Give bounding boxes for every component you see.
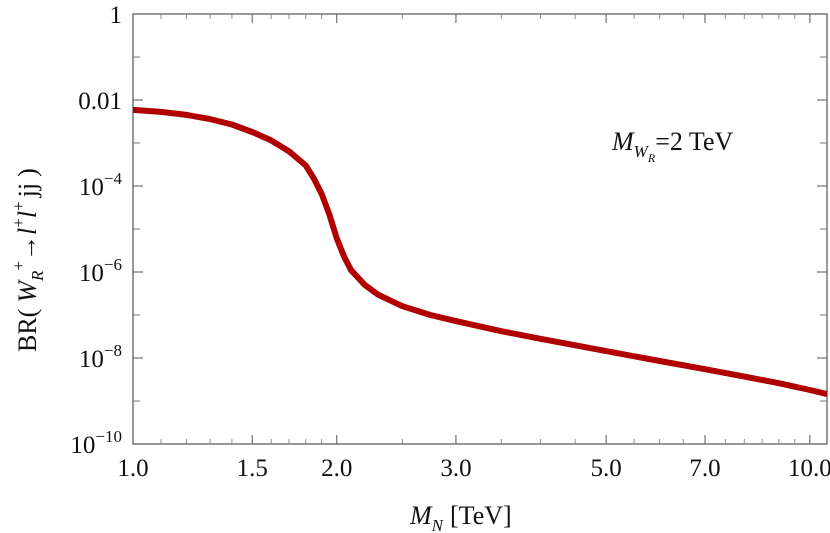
y-axis-l2-sup: + <box>9 201 28 211</box>
y-tick-label: 10−4 <box>79 169 123 201</box>
x-axis-sub: N <box>431 516 445 533</box>
x-tick-label: 3.0 <box>440 455 471 482</box>
y-axis-title: BR(WR+→l+l+jj) <box>9 168 47 352</box>
x-tick-label: 2.0 <box>321 455 352 482</box>
x-axis-title: MN [TeV] <box>409 501 512 533</box>
x-tick-label: 1.0 <box>117 455 148 482</box>
annotation-sub: W <box>634 142 650 161</box>
x-tick-label: 10.0 <box>788 455 830 482</box>
annotation-text: =2 TeV <box>655 127 733 156</box>
x-tick-label: 5.0 <box>590 455 621 482</box>
y-axis-l2: l <box>13 211 42 218</box>
y-axis-arrow: → <box>13 235 42 261</box>
y-axis-prefix: BR( <box>13 309 42 352</box>
x-tick-label: 1.5 <box>237 455 268 482</box>
x-axis-ticks: 1.0 1.5 2.0 3.0 5.0 7.0 10.0 <box>117 14 830 482</box>
y-axis-close: ) <box>13 168 42 177</box>
annotation-symbol: M <box>611 127 635 156</box>
y-tick-label: 0.01 <box>78 88 122 115</box>
y-axis-l1-sup: + <box>9 218 28 228</box>
x-axis-symbol: M <box>409 501 433 530</box>
y-tick-label: 10−10 <box>70 427 122 459</box>
y-axis-jj: jj <box>13 183 42 198</box>
plot-frame <box>132 13 828 445</box>
x-tick-label: 7.0 <box>689 455 720 482</box>
y-tick-label: 10−8 <box>79 341 122 373</box>
y-axis-w-sub: R <box>28 270 47 282</box>
x-axis-unit: [TeV] <box>450 501 512 530</box>
series-line <box>132 106 828 398</box>
annotation-subsub: R <box>647 151 656 165</box>
y-axis-w: W <box>13 279 42 303</box>
y-axis-ticks: 1 0.01 10−4 10−6 10−8 10−10 <box>70 2 827 459</box>
series-layer <box>132 106 828 398</box>
mass-annotation: MWR=2 TeV <box>611 127 733 165</box>
y-tick-label: 10−6 <box>79 255 122 287</box>
y-axis-l1: l <box>13 228 42 235</box>
y-tick-label: 1 <box>110 2 123 29</box>
y-axis-w-sup: + <box>9 261 28 271</box>
